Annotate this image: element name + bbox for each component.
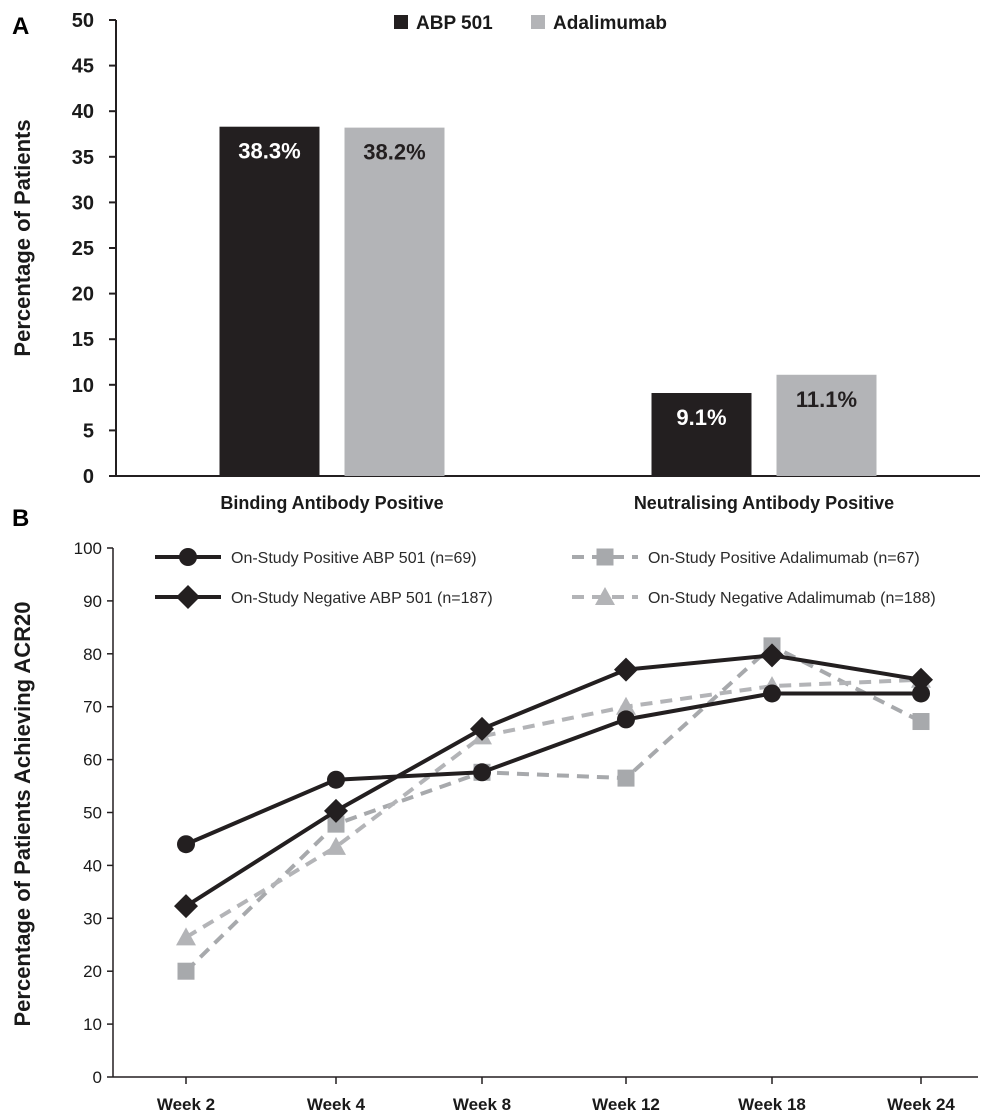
panel-a-y-tick-label: 15 — [72, 329, 94, 351]
panel-b-data-point — [616, 696, 636, 715]
panel-b-legend: On-Study Positive ABP 501 (n=69) On-Study… — [155, 548, 936, 609]
panel-a-category-label: Binding Antibody Positive — [220, 493, 443, 513]
panel-a-bar-label: 11.1% — [796, 387, 857, 412]
panel-a-bars: 38.3% 38.2% 9.1% 11.1% — [219, 126, 877, 476]
panel-b-data-point — [174, 894, 198, 919]
panel-a-y-tick-label: 45 — [72, 56, 94, 78]
panel-a-bar-label: 9.1% — [676, 405, 726, 430]
panel-b-y-tick-label: 50 — [83, 804, 102, 823]
panel-b-y-tick-label: 60 — [83, 751, 102, 770]
panel-b-data-point — [912, 713, 930, 731]
panel-a-bar — [344, 127, 445, 476]
panel-b-legend-label: On-Study Positive Adalimumab (n=67) — [648, 550, 920, 567]
panel-b-y-tick-label: 0 — [93, 1068, 102, 1087]
panel-b-data-point — [617, 710, 635, 729]
panel-b-y-tick-label: 10 — [83, 1015, 102, 1034]
panel-a-y-tick-label: 40 — [72, 101, 94, 123]
panel-b-data-point — [617, 769, 635, 787]
panel-b-data-point — [763, 684, 781, 703]
panel-a-legend-label: Adalimumab — [553, 13, 667, 34]
panel-b-legend-label: On-Study Positive ABP 501 (n=69) — [231, 550, 477, 567]
panel-b-axes: 0 10 20 30 40 50 60 70 80 90 100 Week 2 Week 4 Week 8… — [74, 539, 978, 1114]
panel-b-y-tick-label: 100 — [74, 539, 102, 558]
panel-b-series-line — [184, 653, 922, 908]
panel-b-data-point — [177, 835, 195, 854]
panel-a-bar — [776, 374, 877, 476]
panel-a-y-tick-label: 20 — [72, 284, 94, 306]
panel-b-y-tick-label: 80 — [83, 645, 102, 664]
panel-b-data-point — [176, 927, 196, 946]
panel-b-legend-marker — [176, 585, 200, 609]
panel-a-legend-swatch — [394, 15, 408, 29]
panel-b-legend-marker — [179, 548, 197, 566]
panel-b-y-tick-label: 40 — [83, 856, 102, 875]
panel-b-data-point — [760, 643, 784, 668]
panel-b-lines — [174, 637, 933, 980]
panel-a-y-axis-label: Percentage of Patients — [10, 119, 35, 356]
panel-b-series-line — [185, 691, 921, 847]
panel-b-data-point — [327, 815, 345, 833]
panel-b-data-point — [614, 657, 638, 682]
panel-b-data-point — [912, 684, 930, 703]
panel-a-y-tick-label: 0 — [83, 466, 94, 488]
panel-b-data-point — [473, 763, 491, 782]
panel-b-y-tick-label: 20 — [83, 962, 102, 981]
panel-a-bar-label: 38.2% — [363, 140, 425, 165]
panel-b-data-point — [326, 836, 346, 855]
panel-b-series-line — [184, 677, 922, 940]
panel-b-x-tick-label: Week 24 — [887, 1095, 955, 1114]
panel-a-y-tick-label: 50 — [72, 10, 94, 32]
panel-a-legend-label: ABP 501 — [416, 13, 493, 34]
panel-b-y-tick-label: 70 — [83, 698, 102, 717]
panel-a-category-label: Neutralising Antibody Positive — [634, 493, 894, 513]
panel-a-y-tick-label: 35 — [72, 147, 94, 169]
panel-a-bar — [219, 126, 320, 476]
panel-a-legend-swatch — [531, 15, 545, 29]
panel-a-y-tick-label: 10 — [72, 375, 94, 397]
panel-b-x-tick-label: Week 8 — [453, 1095, 511, 1114]
panel-b-legend-label: On-Study Negative Adalimumab (n=188) — [648, 590, 936, 607]
panel-b-y-axis-label: Percentage of Patients Achieving ACR20 — [10, 601, 35, 1026]
panel-b: B Percentage of Patients Achieving ACR20… — [10, 505, 978, 1114]
panel-a-y-tick-label: 25 — [72, 238, 94, 260]
panel-b-legend-marker — [596, 548, 614, 566]
panel-a: A Percentage of Patients 0 5 10 15 20 25 30 35 4… — [10, 10, 980, 513]
panel-b-data-point — [324, 798, 348, 823]
panel-b-legend-marker — [595, 587, 615, 605]
panel-b-y-tick-label: 30 — [83, 909, 102, 928]
panel-b-data-point — [909, 667, 933, 692]
panel-b-x-tick-label: Week 2 — [157, 1095, 215, 1114]
panel-b-data-point — [327, 770, 345, 789]
panel-b-data-point — [470, 716, 494, 741]
panel-a-bar — [651, 393, 752, 476]
panel-a-axes: 0 5 10 15 20 25 30 35 40 45 50 Binding Antibody Pos… — [72, 10, 980, 513]
panel-a-legend: ABP 501 Adalimumab — [394, 13, 667, 34]
panel-a-y-tick-label: 5 — [83, 420, 94, 442]
panel-b-x-tick-label: Week 4 — [307, 1095, 366, 1114]
panel-b-x-tick-label: Week 12 — [592, 1095, 660, 1114]
panel-b-x-tick-label: Week 18 — [738, 1095, 806, 1114]
panel-a-bar-label: 38.3% — [238, 139, 300, 164]
panel-b-y-tick-label: 90 — [83, 592, 102, 611]
panel-a-letter: A — [12, 13, 29, 40]
panel-a-y-tick-label: 30 — [72, 192, 94, 214]
panel-b-legend-label: On-Study Negative ABP 501 (n=187) — [231, 590, 493, 607]
panel-b-letter: B — [12, 505, 29, 532]
panel-b-data-point — [177, 962, 195, 980]
